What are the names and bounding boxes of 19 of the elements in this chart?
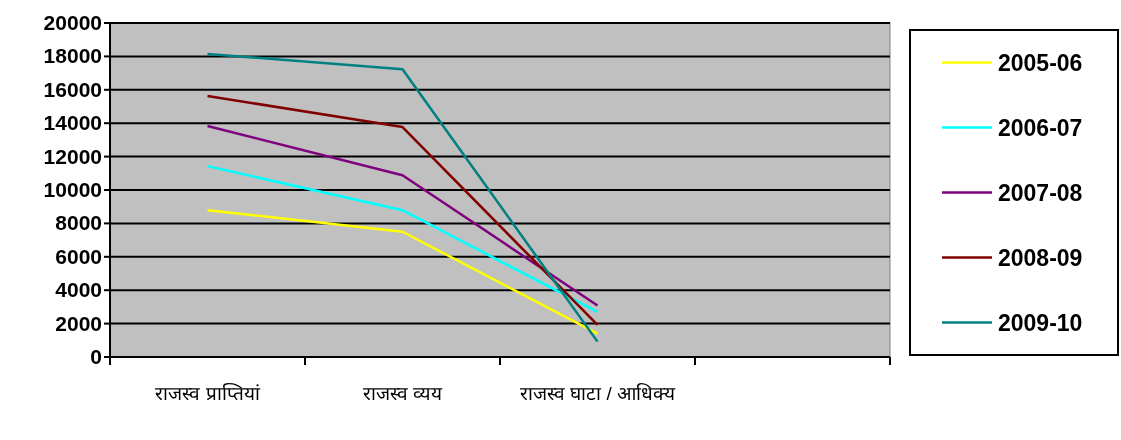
x-tick-label: राजस्व घाटा / आधिक्य — [519, 382, 677, 404]
y-tick-label: 12000 — [43, 144, 102, 168]
legend-label: 2006-07 — [998, 114, 1083, 141]
y-tick-label: 18000 — [43, 44, 102, 68]
y-tick-label: 4000 — [55, 278, 102, 302]
y-tick-label: 14000 — [43, 111, 102, 135]
x-tick-label: राजस्व व्यय — [362, 383, 444, 404]
y-tick-label: 8000 — [55, 211, 102, 235]
y-tick-label: 16000 — [43, 77, 102, 101]
x-tick-label: राजस्व प्राप्तियां — [155, 382, 261, 404]
y-tick-label: 2000 — [55, 311, 102, 335]
legend-label: 2008-09 — [998, 244, 1083, 271]
legend-label: 2007-08 — [998, 179, 1083, 206]
legend-label: 2005-06 — [998, 49, 1083, 76]
y-tick-label: 20000 — [43, 11, 102, 34]
legend-label: 2009-10 — [998, 309, 1083, 336]
y-tick-label: 6000 — [55, 244, 102, 268]
y-tick-label: 0 — [90, 345, 102, 368]
y-tick-label: 10000 — [43, 178, 102, 201]
